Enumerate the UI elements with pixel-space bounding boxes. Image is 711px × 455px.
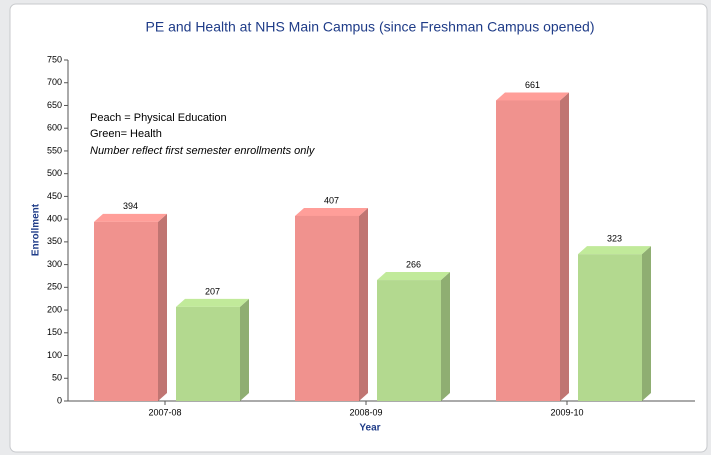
bar xyxy=(94,221,158,401)
y-tick-label: 50 xyxy=(52,373,62,383)
y-tick-label: 450 xyxy=(47,191,62,201)
bar-side xyxy=(560,92,569,401)
bar xyxy=(377,280,441,401)
y-tick-label: 650 xyxy=(47,100,62,110)
x-tick-label: 2008-09 xyxy=(349,407,382,417)
annotation: Green= Health xyxy=(90,128,162,140)
y-tick-label: 550 xyxy=(47,145,62,155)
value-label: 394 xyxy=(123,201,138,211)
bar-side xyxy=(158,213,167,401)
bar-side xyxy=(240,298,249,401)
x-tick-label: 2009-10 xyxy=(550,407,583,417)
y-tick-label: 250 xyxy=(47,282,62,292)
bar-top xyxy=(176,298,249,307)
bar xyxy=(295,215,359,401)
bar-top xyxy=(578,246,651,255)
bar-top xyxy=(496,92,569,101)
bar-side xyxy=(359,207,368,401)
value-label: 407 xyxy=(324,195,339,205)
bar-top xyxy=(94,213,167,222)
y-axis-label: Enrollment xyxy=(31,203,42,256)
bar-side xyxy=(642,246,651,401)
value-label: 207 xyxy=(205,286,220,296)
y-tick-label: 350 xyxy=(47,236,62,246)
bar-top xyxy=(377,272,450,281)
y-tick-label: 150 xyxy=(47,327,62,337)
x-tick-label: 2007-08 xyxy=(148,407,181,417)
y-tick-label: 0 xyxy=(57,395,62,405)
y-tick-label: 600 xyxy=(47,123,62,133)
annotation: Number reflect first semester enrollment… xyxy=(90,145,316,157)
x-axis-label: Year xyxy=(359,423,380,434)
y-tick-label: 750 xyxy=(47,54,62,64)
y-tick-label: 200 xyxy=(47,304,62,314)
chart-title: PE and Health at NHS Main Campus (since … xyxy=(146,19,595,35)
bar xyxy=(176,306,240,401)
y-tick-label: 500 xyxy=(47,168,62,178)
value-label: 661 xyxy=(525,80,540,90)
y-tick-label: 300 xyxy=(47,259,62,269)
bar xyxy=(578,254,642,401)
value-label: 323 xyxy=(607,234,622,244)
bar xyxy=(496,100,560,401)
value-label: 266 xyxy=(406,259,421,269)
y-tick-label: 700 xyxy=(47,77,62,87)
bar-side xyxy=(441,272,450,401)
bar-top xyxy=(295,207,368,216)
annotation: Peach = Physical Education xyxy=(90,112,227,124)
y-tick-label: 400 xyxy=(47,214,62,224)
y-tick-label: 100 xyxy=(47,350,62,360)
